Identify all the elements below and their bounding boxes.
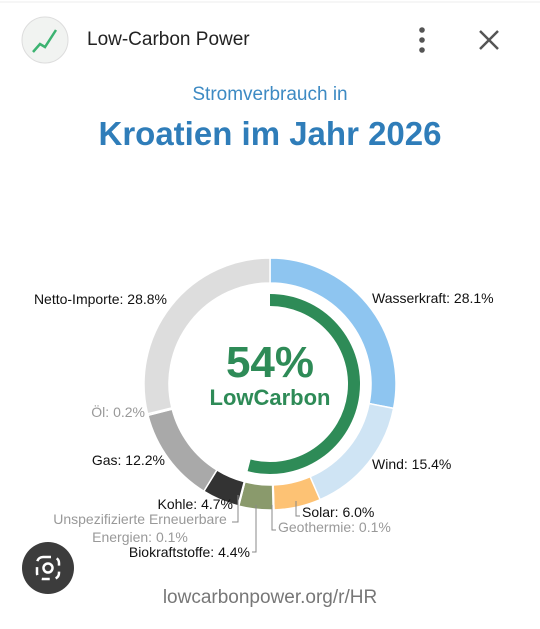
donut-slice: [143, 257, 271, 415]
slice-label: Wasserkraft: 28.1%: [372, 290, 494, 306]
slice-label: Biokraftstoffe: 4.4%: [128, 544, 250, 560]
chart-subtitle: Stromverbrauch in: [192, 84, 348, 105]
slice-label: Öl: 0.2%: [91, 404, 145, 420]
chart-title: Kroatien im Jahr 2026: [98, 115, 442, 152]
slice-label: Wind: 15.4%: [372, 456, 452, 472]
app-title: Low-Carbon Power: [87, 29, 250, 50]
slice-label: Unspezifizierte Erneuerbare Energien: 0.…: [53, 511, 227, 545]
lens-button[interactable]: [22, 542, 74, 594]
menu-button[interactable]: [419, 27, 425, 53]
close-button[interactable]: [479, 30, 499, 50]
lens-icon-dot: [42, 562, 54, 574]
app-icon-graph: [32, 29, 58, 53]
leader-lines: [232, 495, 300, 553]
low-carbon-arc: [247, 294, 360, 474]
slice-label: Netto-Importe: 28.8%: [33, 291, 167, 307]
donut: [143, 257, 397, 511]
slice-label: Kohle: 4.7%: [157, 496, 234, 512]
source-link[interactable]: lowcarbonpower.org/r/HR: [162, 587, 378, 608]
lens-icon: [35, 555, 61, 581]
slice-label: Geothermie: 0.1%: [278, 519, 391, 535]
app-icon[interactable]: [21, 16, 69, 64]
slice-label: Gas: 12.2%: [91, 452, 165, 468]
center-label: LowCarbon: [209, 385, 331, 410]
slice-label: Solar: 6.0%: [302, 504, 375, 520]
center-value: 54%: [225, 338, 315, 387]
